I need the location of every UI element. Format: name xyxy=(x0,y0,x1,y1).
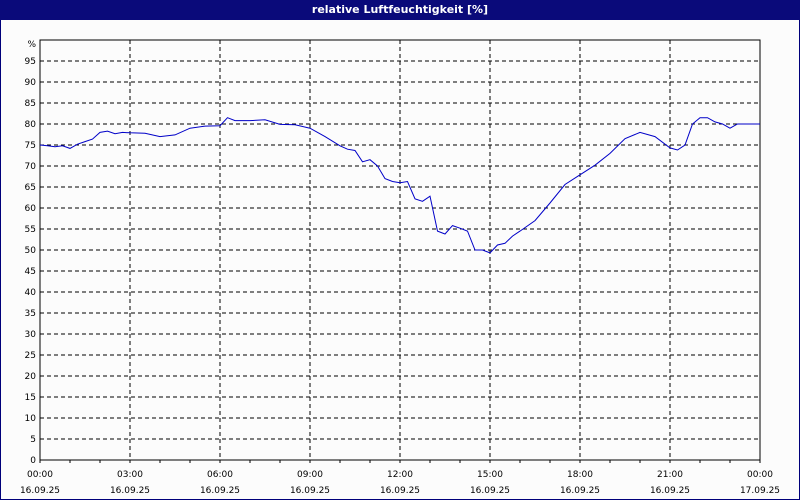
y-tick-label: 5 xyxy=(30,435,36,445)
y-tick-label: 30 xyxy=(25,330,37,340)
x-tick-date: 17.09.25 xyxy=(740,486,780,496)
x-tick-date: 16.09.25 xyxy=(200,486,240,496)
y-tick-label: 80 xyxy=(25,120,37,130)
chart-title: relative Luftfeuchtigkeit [%] xyxy=(0,0,800,20)
y-tick-label: 40 xyxy=(25,288,37,298)
x-tick-time: 09:00 xyxy=(297,470,323,480)
x-tick-time: 12:00 xyxy=(387,470,413,480)
x-tick-date: 16.09.25 xyxy=(20,486,60,496)
y-tick-label: 95 xyxy=(25,57,36,67)
y-tick-label: 45 xyxy=(25,267,36,277)
y-axis-unit: % xyxy=(27,40,36,50)
y-tick-label: 85 xyxy=(25,99,36,109)
y-tick-label: 25 xyxy=(25,351,36,361)
y-tick-label: 0 xyxy=(30,456,36,466)
y-tick-label: 75 xyxy=(25,141,36,151)
x-tick-time: 15:00 xyxy=(477,470,503,480)
x-tick-time: 03:00 xyxy=(117,470,143,480)
y-tick-label: 60 xyxy=(25,204,37,214)
humidity-data-line xyxy=(39,117,760,254)
y-tick-label: 65 xyxy=(25,183,36,193)
x-tick-date: 16.09.25 xyxy=(650,486,690,496)
y-tick-label: 70 xyxy=(25,162,37,172)
x-tick-time: 00:00 xyxy=(747,470,773,480)
x-tick-time: 18:00 xyxy=(567,470,593,480)
x-tick-time: 21:00 xyxy=(657,470,683,480)
x-tick-date: 16.09.25 xyxy=(470,486,510,496)
y-tick-label: 15 xyxy=(25,393,36,403)
x-tick-date: 16.09.25 xyxy=(560,486,600,496)
x-tick-time: 06:00 xyxy=(207,470,233,480)
x-tick-date: 16.09.25 xyxy=(290,486,330,496)
y-tick-label: 20 xyxy=(25,372,37,382)
y-tick-label: 55 xyxy=(25,225,36,235)
plot-area-border xyxy=(39,39,761,461)
y-tick-label: 50 xyxy=(25,246,37,256)
y-tick-label: 10 xyxy=(25,414,37,424)
y-tick-label: 90 xyxy=(25,78,37,88)
x-tick-time: 00:00 xyxy=(27,470,53,480)
x-tick-date: 16.09.25 xyxy=(110,486,150,496)
y-tick-label: 35 xyxy=(25,309,36,319)
x-tick-date: 16.09.25 xyxy=(380,486,420,496)
